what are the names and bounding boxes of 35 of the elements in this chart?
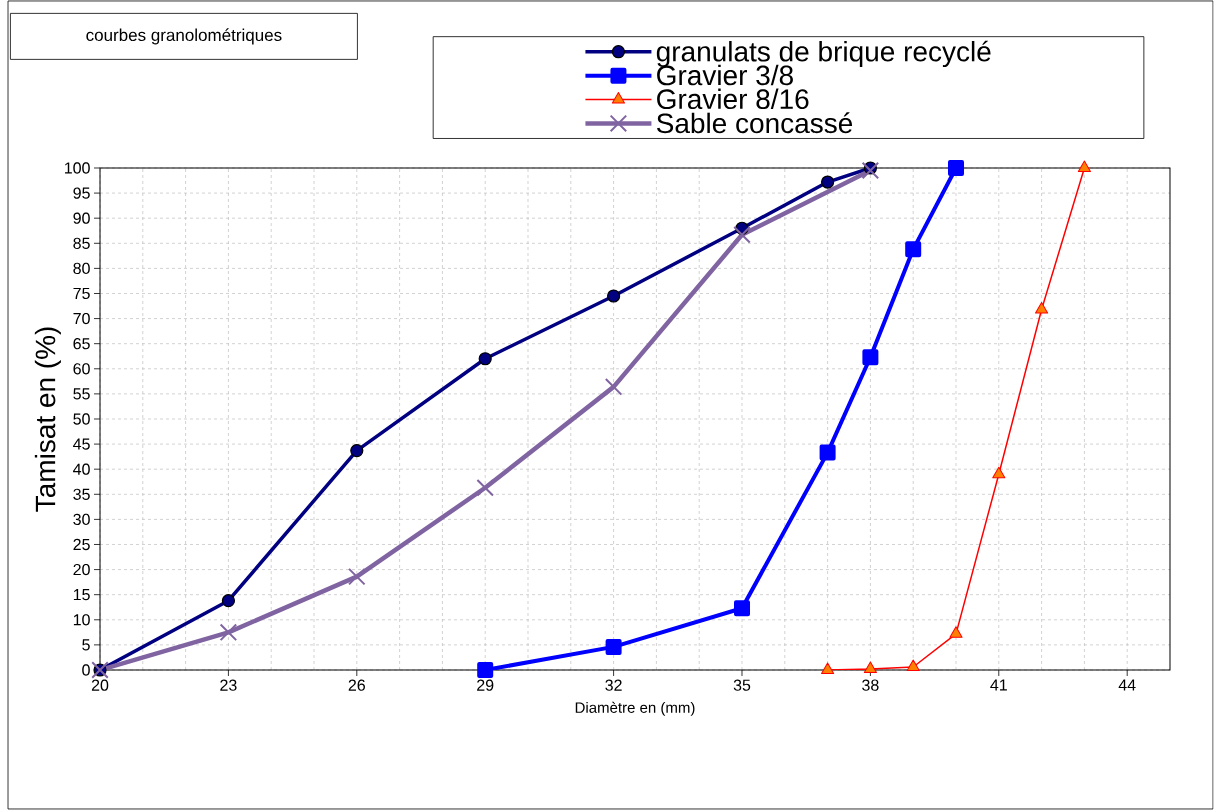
y-tick-label: 70 [73, 312, 90, 325]
y-tick-label: 65 [73, 338, 90, 350]
x-tick-label: 23 [220, 679, 237, 691]
y-tick-label: 35 [73, 488, 90, 500]
x-tick-label: 32 [605, 679, 622, 691]
x-tick-label: 41 [990, 679, 1007, 691]
y-tick-label: 30 [73, 513, 90, 526]
y-tick-label: 75 [73, 287, 90, 300]
y-tick-label: 45 [73, 438, 90, 450]
y-tick-label: 85 [73, 237, 90, 249]
legend-label: Gravier 8/16 [657, 88, 809, 110]
x-tick-label: 26 [348, 679, 365, 691]
y-tick-label: 60 [73, 363, 90, 375]
y-tick-label: 5 [82, 639, 90, 651]
y-tick-label: 80 [73, 262, 90, 275]
x-tick-label: 29 [477, 679, 494, 691]
y-tick-label: 100 [65, 162, 90, 174]
y-tick-label: 20 [73, 563, 90, 576]
x-tick-label: 35 [733, 679, 751, 691]
legend-label: Sable concassé [656, 112, 853, 134]
y-tick-label: 10 [73, 614, 90, 626]
y-tick-label: 40 [73, 463, 90, 475]
x-tick-label: 44 [1118, 679, 1136, 691]
y-tick-label: 25 [73, 538, 90, 551]
chart-title: courbes granolométriques [86, 28, 282, 45]
x-tick-label: 38 [862, 679, 879, 691]
y-tick-label: 15 [73, 589, 90, 601]
y-tick-label: 50 [73, 413, 90, 425]
y-tick-label: 90 [73, 212, 90, 224]
x-tick-label: 20 [91, 679, 109, 691]
y-tick-label: 95 [73, 187, 90, 199]
y-tick-label: 0 [82, 664, 90, 676]
x-axis-title: Diamètre en (mm) [575, 701, 695, 716]
y-tick-label: 55 [73, 388, 90, 400]
y-axis-title: Tamisat en (%) [34, 327, 61, 512]
